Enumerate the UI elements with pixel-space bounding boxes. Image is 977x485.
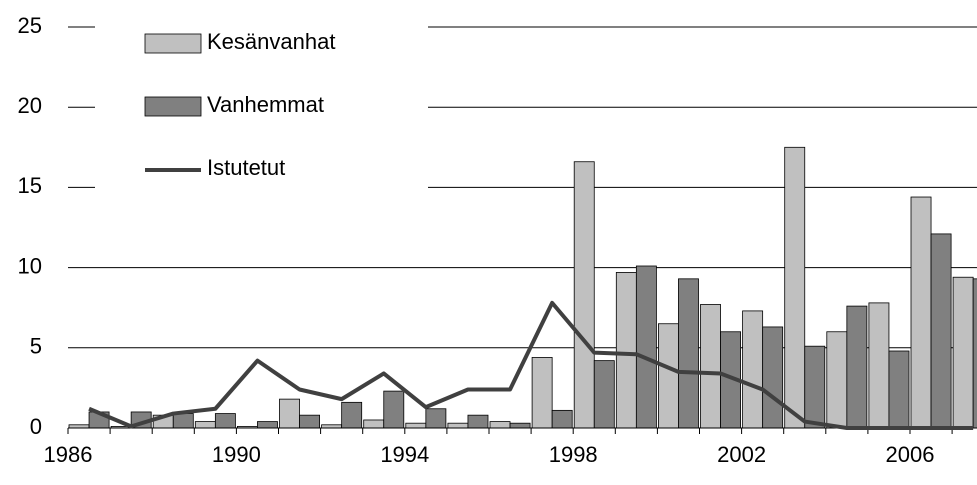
legend-swatch: [144, 33, 202, 54]
line-series: [88, 300, 974, 430]
bar: [531, 357, 553, 429]
bar: [678, 278, 699, 429]
y-tick-label: 25: [18, 13, 42, 38]
bar: [762, 326, 784, 429]
y-tick-label: 0: [30, 414, 42, 439]
bar: [447, 422, 469, 429]
x-tick-label: 1990: [212, 442, 261, 467]
bar: [509, 422, 531, 429]
y-tick-label: 5: [30, 334, 42, 359]
bar: [551, 409, 573, 429]
bar: [635, 265, 657, 429]
bar: [888, 350, 910, 429]
bar: [930, 233, 952, 429]
bar: [615, 272, 637, 429]
bar: [742, 310, 764, 429]
x-tick-label: 2006: [886, 442, 935, 467]
y-tick-label: 15: [18, 173, 42, 198]
bar: [279, 398, 300, 429]
bar: [700, 304, 721, 429]
bar: [214, 413, 236, 429]
y-tick-label: 20: [18, 93, 42, 118]
bar: [425, 408, 447, 429]
bar: [299, 414, 320, 429]
bar: [826, 331, 848, 429]
legend-swatch: [144, 96, 202, 117]
bar: [952, 276, 974, 429]
bar: [804, 345, 826, 429]
legend-label: Vanhemmat: [207, 92, 324, 117]
bar: [573, 161, 595, 429]
bar: [846, 305, 868, 429]
bar: [593, 360, 615, 429]
bar: [172, 413, 194, 429]
x-tick-label: 1994: [380, 442, 429, 467]
bar: [489, 421, 511, 429]
bar: [257, 421, 278, 429]
bar: [467, 414, 489, 429]
bar: [868, 302, 890, 429]
y-tick-label: 10: [18, 253, 42, 278]
bar: [341, 401, 363, 429]
legend-label: Istutetut: [207, 155, 285, 180]
x-tick-label: 1986: [44, 442, 93, 467]
x-tick-label: 1998: [549, 442, 598, 467]
bar: [910, 196, 932, 429]
bar: [363, 419, 385, 429]
bar: [784, 146, 806, 429]
bar: [972, 278, 977, 429]
x-tick-label: 2002: [717, 442, 766, 467]
bar: [194, 421, 216, 429]
bar: [383, 390, 405, 429]
bar: [405, 422, 427, 429]
legend-label: Kesänvanhat: [207, 29, 335, 54]
bar: [658, 323, 679, 429]
